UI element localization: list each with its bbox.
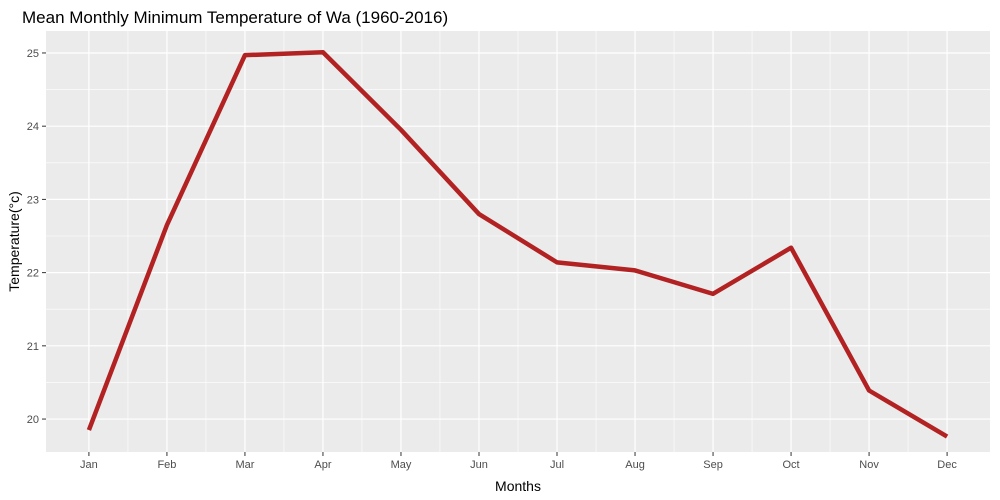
major-grid (46, 31, 990, 452)
y-axis-label: Temperature(°c) (6, 191, 22, 292)
y-tick-label: 20 (27, 414, 39, 426)
x-tick-label: Feb (157, 459, 176, 471)
x-tick-label: Jan (80, 459, 98, 471)
x-tick-label: Sep (703, 459, 723, 471)
x-axis: Jan Feb Mar Apr May Jun Jul Aug Sep Oct Nov Dec (80, 452, 957, 471)
x-tick-label: Dec (937, 459, 957, 471)
x-tick-label: Mar (235, 459, 254, 471)
x-tick-label: May (391, 459, 412, 471)
series-layer (86, 49, 949, 439)
x-tick-label: Oct (782, 459, 799, 471)
chart-title: Mean Monthly Minimum Temperature of Wa (… (22, 8, 448, 27)
y-tick-label: 21 (27, 341, 39, 353)
y-tick-label: 23 (27, 194, 39, 206)
y-axis: 20 21 22 23 24 25 (27, 48, 46, 426)
x-tick-label: Jul (550, 459, 564, 471)
x-tick-label: Aug (625, 459, 645, 471)
x-tick-label: Jun (470, 459, 488, 471)
series-line-0 (86, 49, 949, 439)
y-tick-label: 24 (27, 121, 39, 133)
y-tick-label: 22 (27, 268, 39, 280)
x-tick-label: Nov (859, 459, 879, 471)
x-tick-label: Apr (314, 459, 331, 471)
y-tick-label: 25 (27, 48, 39, 60)
x-axis-label: Months (495, 478, 541, 494)
